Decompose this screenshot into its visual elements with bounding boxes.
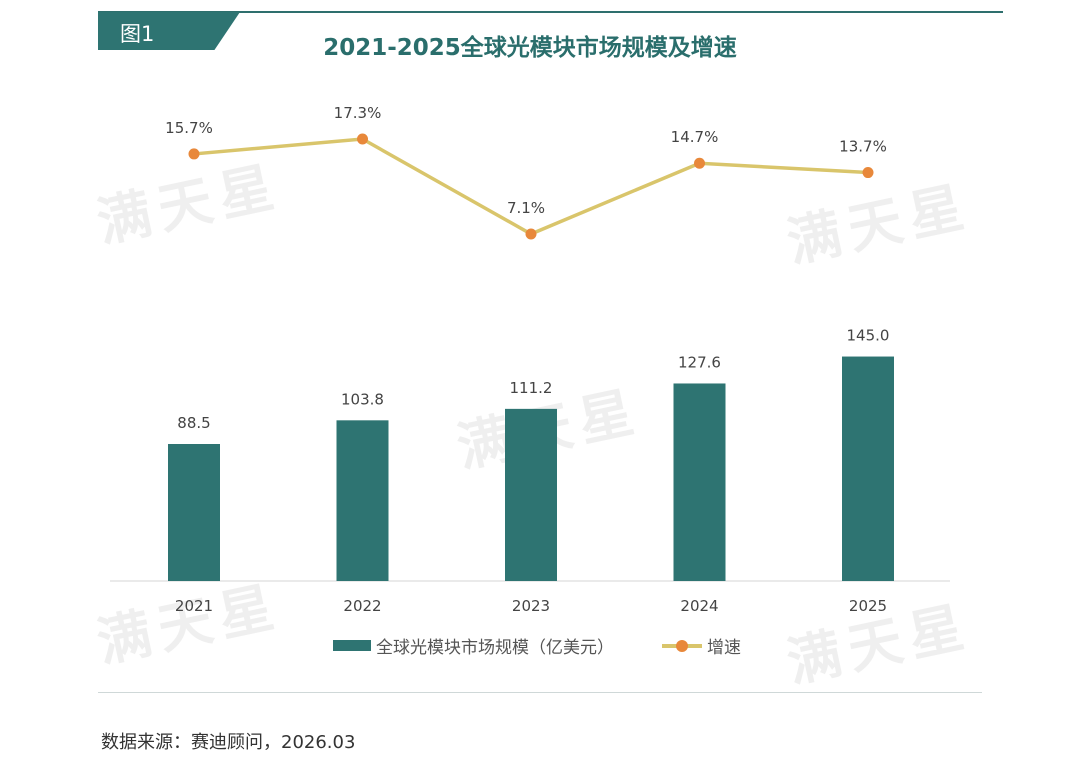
- growth-marker-2022: [357, 133, 368, 145]
- x-tick-label: 2025: [849, 597, 887, 615]
- growth-label: 15.7%: [165, 119, 213, 137]
- legend-line-label: 增速: [707, 638, 741, 658]
- figure-label: 图1: [120, 22, 155, 46]
- growth-marker-2025: [862, 167, 874, 179]
- x-tick-label: 2022: [343, 597, 381, 615]
- legend-line-swatch: [662, 639, 702, 652]
- bar-2022: [336, 420, 389, 581]
- bar-2025: [842, 356, 894, 581]
- bar-2024: [673, 383, 726, 581]
- footer-rule: [98, 692, 982, 693]
- x-tick-label: 2021: [175, 597, 213, 615]
- x-tick-label: 2024: [680, 597, 718, 615]
- bar-label: 145.0: [847, 327, 890, 345]
- legend-bar-label: 全球光模块市场规模（亿美元）: [376, 638, 614, 658]
- source-note: 数据来源：赛迪顾问，2026.03: [101, 732, 356, 753]
- chart-title: 2021-2025全球光模块市场规模及增速: [323, 35, 737, 61]
- legend: 全球光模块市场规模（亿美元） 增速: [333, 633, 741, 658]
- bar-2021: [168, 444, 220, 581]
- growth-marker-2023: [525, 228, 537, 240]
- x-tick-label: 2023: [512, 597, 550, 615]
- growth-label: 17.3%: [334, 104, 382, 122]
- bar-label: 127.6: [678, 353, 721, 371]
- growth-label: 13.7%: [839, 138, 887, 156]
- growth-marker-2024: [694, 157, 705, 169]
- bar-2023: [505, 408, 557, 581]
- growth-label: 14.7%: [671, 128, 719, 146]
- growth-label: 7.1%: [507, 199, 545, 217]
- growth-marker-2021: [188, 148, 200, 160]
- bar-label: 103.8: [341, 390, 384, 408]
- legend-bar-swatch: [333, 640, 371, 651]
- header-rule: [98, 11, 1003, 13]
- growth-line: [193, 137, 869, 236]
- bar-label: 111.2: [510, 379, 553, 397]
- bar-label: 88.5: [177, 414, 210, 432]
- figure-label-tab: 图1: [98, 12, 240, 50]
